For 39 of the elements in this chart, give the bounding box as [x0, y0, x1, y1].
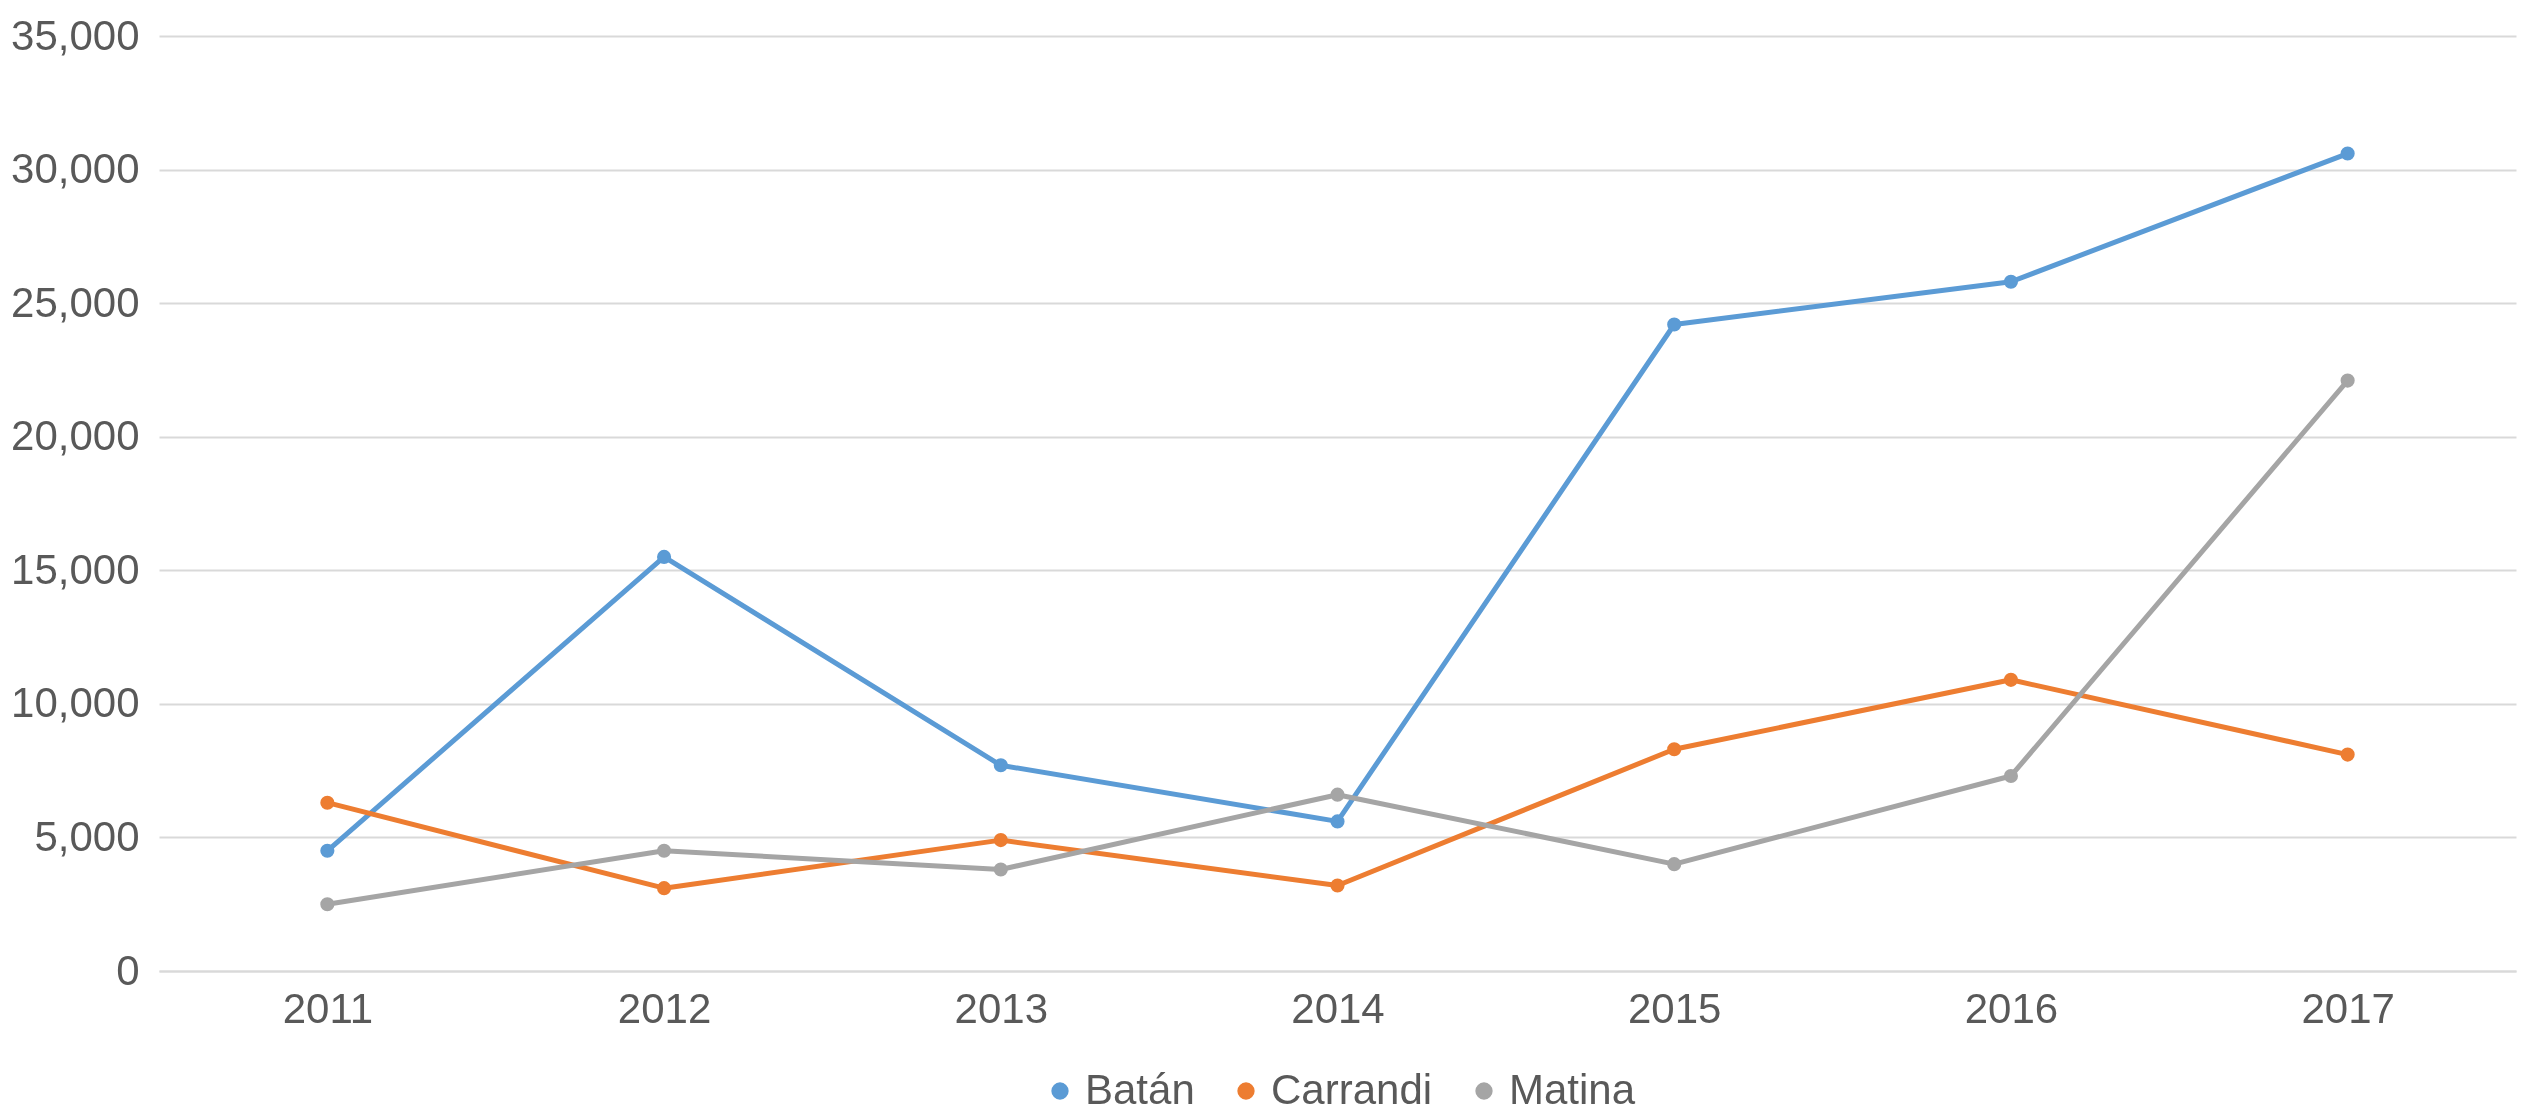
y-tick-label: 15,000 — [11, 545, 140, 593]
x-tick-label: 2015 — [1628, 984, 1722, 1032]
point — [657, 881, 672, 896]
legend-label: Batán — [1085, 1066, 1195, 1113]
point — [2340, 373, 2355, 388]
x-tick-label: 2014 — [1291, 984, 1385, 1032]
x-tick-label: 2012 — [617, 984, 712, 1032]
legend-label: Matina — [1509, 1066, 1636, 1113]
point — [320, 897, 335, 912]
point — [993, 833, 1008, 848]
point — [657, 843, 672, 858]
legend-label: Carrandi — [1271, 1066, 1433, 1113]
point — [1330, 814, 1345, 829]
x-tick-label: 2017 — [2301, 984, 2395, 1032]
y-tick-label: 35,000 — [11, 11, 140, 59]
x-tick-label: 2011 — [282, 984, 374, 1032]
point — [657, 549, 672, 564]
point — [2003, 768, 2018, 784]
point — [1667, 857, 1682, 872]
point — [993, 862, 1008, 877]
y-tick-label: 0 — [116, 946, 140, 994]
point — [993, 758, 1008, 773]
point — [1667, 742, 1682, 757]
x-tick-label: 2013 — [954, 984, 1048, 1032]
point — [1667, 317, 1682, 332]
y-tick-label: 25,000 — [11, 278, 140, 326]
y-tick-label: 30,000 — [11, 145, 140, 193]
point — [2003, 274, 2018, 289]
point — [320, 795, 335, 810]
y-tick-label: 5,000 — [34, 812, 140, 860]
y-tick-label: 10,000 — [11, 679, 140, 727]
point — [2340, 747, 2355, 762]
point — [1330, 878, 1345, 893]
point — [1330, 787, 1345, 802]
point — [2003, 672, 2018, 687]
x-tick-label: 2016 — [1964, 984, 2059, 1032]
point — [2340, 146, 2355, 161]
point — [320, 843, 335, 858]
y-tick-label: 20,000 — [11, 412, 140, 460]
